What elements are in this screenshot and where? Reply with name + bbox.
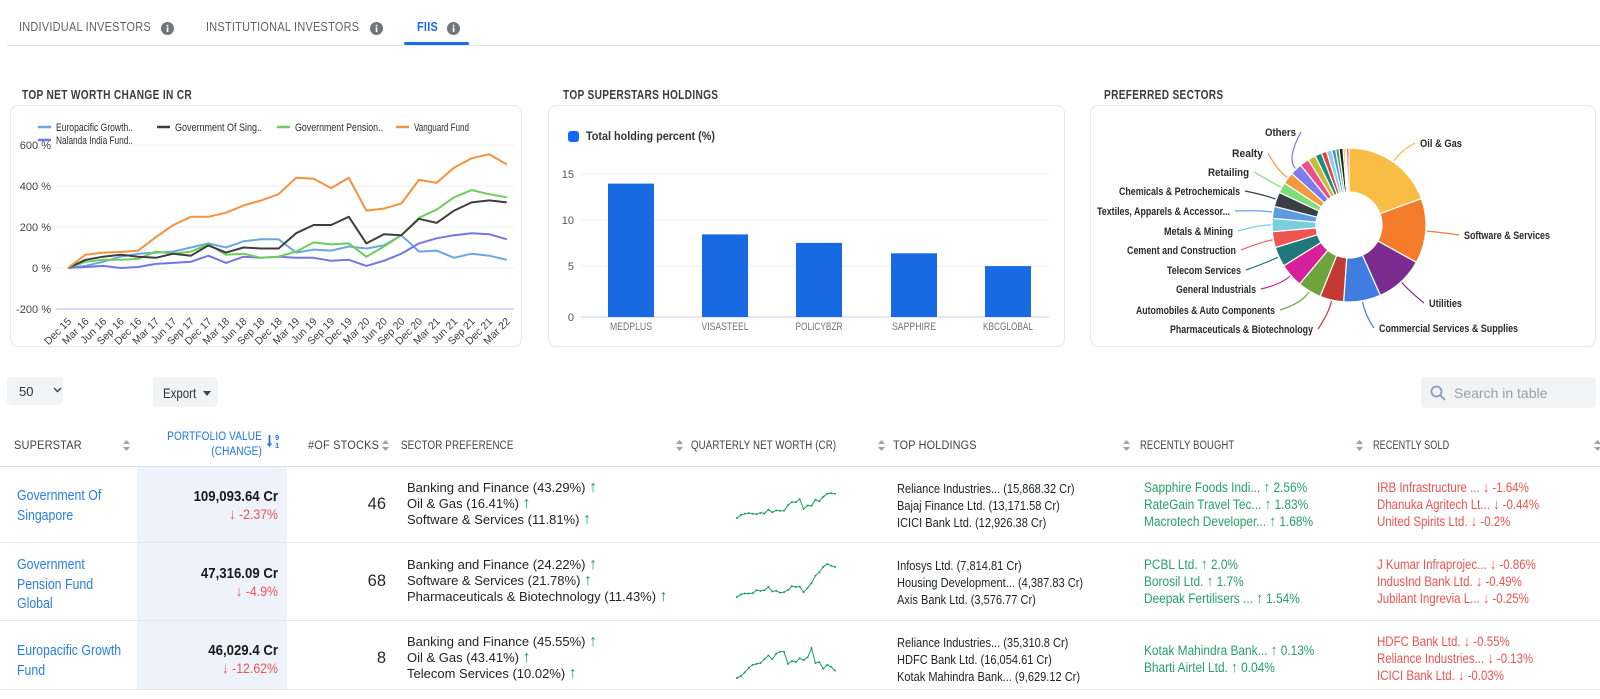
svg-text:Utilities: Utilities xyxy=(1429,298,1462,310)
svg-text:POLICYBZR: POLICYBZR xyxy=(796,321,843,333)
svg-text:-200 %: -200 % xyxy=(16,304,51,316)
svg-text:Government Of Sing..: Government Of Sing.. xyxy=(175,122,262,134)
svg-text:Vanguard Fund: Vanguard Fund xyxy=(414,122,469,134)
svg-text:200 %: 200 % xyxy=(20,222,51,234)
svg-text:Telecom Services: Telecom Services xyxy=(1167,265,1241,277)
svg-text:Total holding percent (%): Total holding percent (%) xyxy=(586,131,715,143)
svg-text:Automobiles & Auto Components: Automobiles & Auto Components xyxy=(1136,305,1275,317)
svg-text:Textiles, Apparels & Accessor.: Textiles, Apparels & Accessor... xyxy=(1097,206,1230,218)
svg-text:VISASTEEL: VISASTEEL xyxy=(702,321,749,333)
svg-text:Software & Services: Software & Services xyxy=(1464,230,1550,242)
svg-text:10: 10 xyxy=(562,215,574,227)
svg-text:Chemicals & Petrochemicals: Chemicals & Petrochemicals xyxy=(1119,186,1240,198)
svg-text:KBCGLOBAL: KBCGLOBAL xyxy=(983,321,1033,333)
svg-text:SAPPHIRE: SAPPHIRE xyxy=(892,321,936,333)
svg-text:Realty: Realty xyxy=(1232,148,1264,160)
svg-text:600 %: 600 % xyxy=(20,140,51,152)
svg-text:Nalanda India Fund..: Nalanda India Fund.. xyxy=(56,135,133,147)
svg-text:0 %: 0 % xyxy=(32,263,51,275)
svg-text:Commercial Services & Supplies: Commercial Services & Supplies xyxy=(1379,323,1518,335)
svg-text:MEDPLUS: MEDPLUS xyxy=(610,321,652,333)
svg-text:Others: Others xyxy=(1265,127,1296,139)
svg-text:0: 0 xyxy=(568,312,574,324)
svg-text:Europacific Growth..: Europacific Growth.. xyxy=(56,122,133,134)
svg-text:400 %: 400 % xyxy=(20,181,51,193)
svg-text:Oil & Gas: Oil & Gas xyxy=(1420,138,1462,150)
svg-text:General Industrials: General Industrials xyxy=(1176,284,1256,296)
svg-text:5: 5 xyxy=(568,261,574,273)
svg-text:Pharmaceuticals & Biotechnolog: Pharmaceuticals & Biotechnology xyxy=(1170,324,1314,336)
svg-text:1: 1 xyxy=(275,441,279,449)
svg-text:9: 9 xyxy=(275,434,279,442)
svg-text:Cement and Construction: Cement and Construction xyxy=(1127,245,1236,257)
svg-text:Government Pension..: Government Pension.. xyxy=(295,122,383,134)
svg-text:Retailing: Retailing xyxy=(1208,167,1249,179)
svg-text:Metals & Mining: Metals & Mining xyxy=(1164,226,1233,238)
svg-text:15: 15 xyxy=(562,169,574,181)
